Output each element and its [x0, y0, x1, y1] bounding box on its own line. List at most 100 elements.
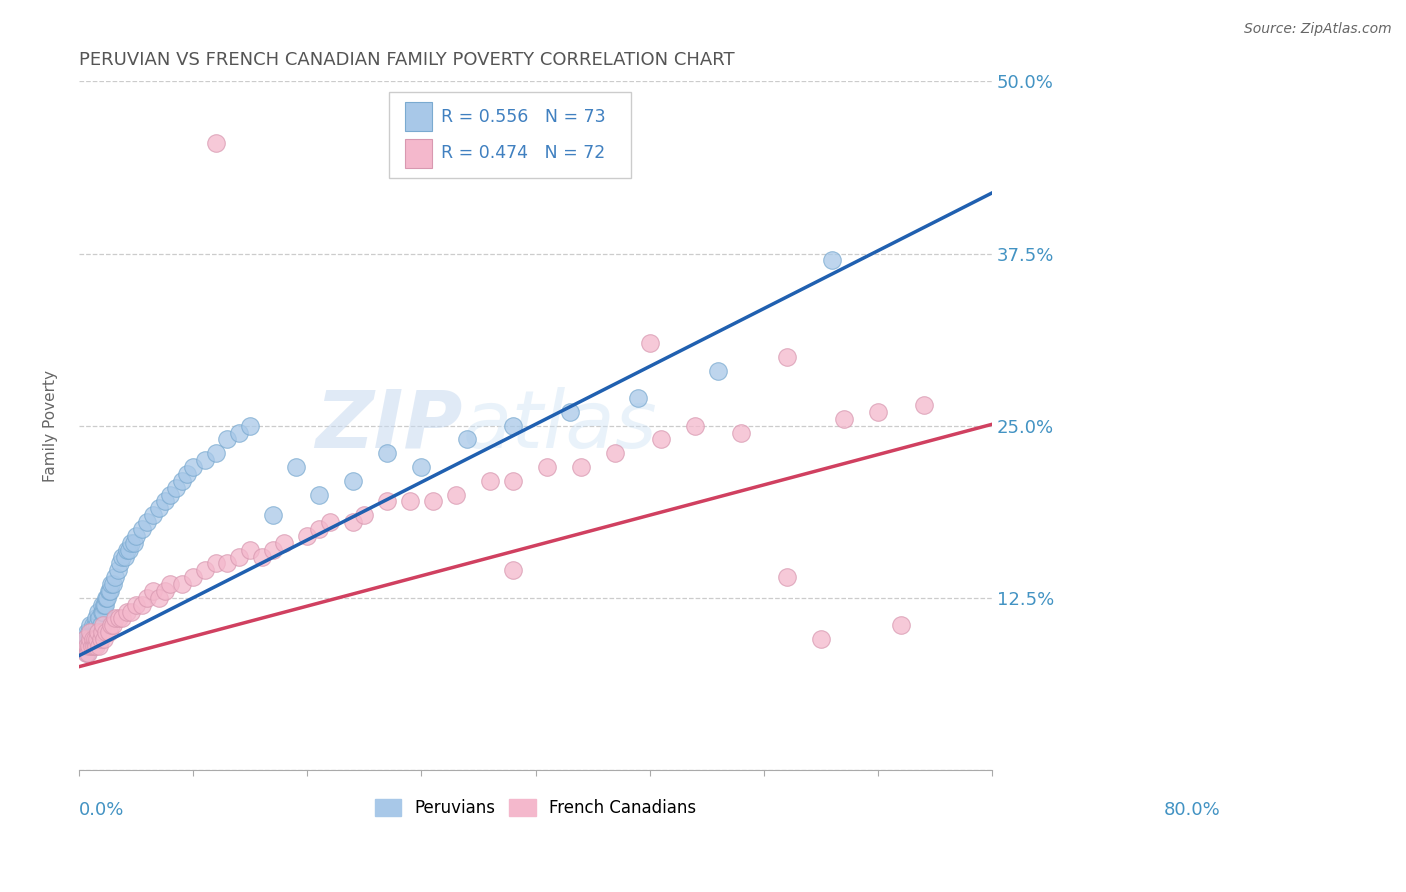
Point [502, 563, 524, 577]
Point [205, 557, 228, 571]
Point [832, 411, 855, 425]
Point [131, 598, 153, 612]
Point [273, 535, 295, 549]
Point [456, 433, 478, 447]
Point [107, 563, 129, 577]
Text: PERUVIAN VS FRENCH CANADIAN FAMILY POVERTY CORRELATION CHART: PERUVIAN VS FRENCH CANADIAN FAMILY POVER… [79, 51, 734, 69]
Point [111, 549, 134, 564]
Point [82, 632, 104, 647]
Point [353, 508, 375, 523]
Point [193, 563, 215, 577]
Point [89, 611, 111, 625]
Point [120, 535, 142, 549]
Point [87, 605, 110, 619]
Point [142, 583, 165, 598]
Point [97, 583, 120, 598]
Point [444, 487, 467, 501]
Point [111, 611, 134, 625]
Point [375, 494, 398, 508]
Point [103, 577, 125, 591]
Point [638, 336, 661, 351]
Point [176, 467, 198, 481]
Point [82, 625, 104, 640]
Point [84, 639, 107, 653]
Point [98, 583, 121, 598]
Point [502, 418, 524, 433]
Point [96, 591, 118, 605]
Point [77, 625, 100, 640]
Point [77, 646, 100, 660]
Point [308, 487, 330, 501]
Point [100, 618, 122, 632]
Point [148, 591, 170, 605]
Text: Source: ZipAtlas.com: Source: ZipAtlas.com [1244, 22, 1392, 37]
Point [84, 611, 107, 625]
Point [250, 549, 273, 564]
Point [569, 460, 592, 475]
Point [136, 591, 159, 605]
Point [76, 625, 98, 640]
Point [84, 625, 107, 640]
Point [399, 494, 422, 508]
FancyBboxPatch shape [405, 102, 432, 131]
Point [502, 474, 524, 488]
Text: atlas: atlas [463, 386, 657, 465]
Point [153, 583, 176, 598]
Point [86, 632, 108, 647]
Point [80, 632, 103, 647]
Point [148, 501, 170, 516]
Point [558, 405, 581, 419]
Point [136, 515, 159, 529]
Point [912, 398, 935, 412]
Point [76, 639, 98, 653]
Point [115, 542, 138, 557]
Point [411, 460, 433, 475]
Point [90, 598, 112, 612]
Point [115, 605, 138, 619]
Point [77, 632, 100, 647]
Point [80, 625, 103, 640]
Point [159, 487, 181, 501]
Point [342, 474, 364, 488]
Point [605, 446, 627, 460]
Point [297, 529, 319, 543]
Point [73, 632, 96, 647]
Point [84, 618, 107, 632]
Point [142, 508, 165, 523]
Point [170, 474, 193, 488]
Point [91, 605, 114, 619]
Point [87, 625, 110, 640]
Point [114, 549, 136, 564]
Point [90, 632, 112, 647]
Point [96, 625, 118, 640]
Point [205, 136, 228, 151]
Point [205, 446, 228, 460]
Point [536, 460, 558, 475]
Point [120, 605, 142, 619]
FancyBboxPatch shape [405, 139, 432, 168]
Point [80, 639, 103, 653]
Point [79, 618, 101, 632]
Point [86, 618, 108, 632]
Point [627, 391, 650, 405]
Point [821, 253, 844, 268]
Point [193, 453, 215, 467]
Point [650, 433, 672, 447]
Point [685, 418, 707, 433]
Point [890, 618, 912, 632]
Point [91, 618, 114, 632]
Point [83, 639, 105, 653]
Point [79, 639, 101, 653]
Point [97, 625, 120, 640]
Text: R = 0.474   N = 72: R = 0.474 N = 72 [441, 144, 606, 162]
Point [181, 570, 204, 584]
Point [375, 446, 398, 460]
Point [153, 494, 176, 508]
Point [239, 418, 262, 433]
Point [170, 577, 193, 591]
Point [228, 425, 250, 440]
Point [93, 632, 115, 647]
Point [866, 405, 889, 419]
Point [86, 632, 108, 647]
Point [104, 570, 127, 584]
